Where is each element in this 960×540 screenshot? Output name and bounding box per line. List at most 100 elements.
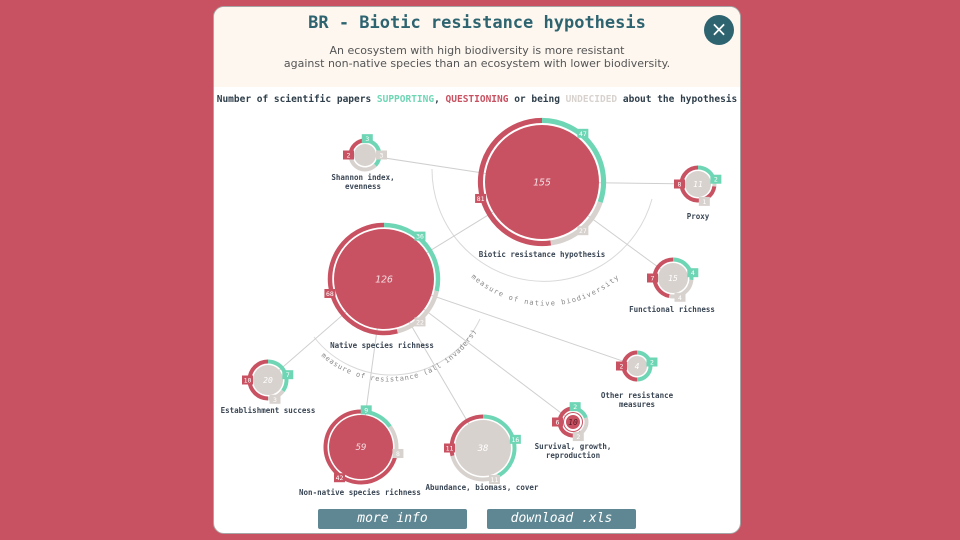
establishment-total: 20	[263, 376, 273, 385]
legend-prefix: Number of scientific papers	[216, 94, 377, 105]
close-button[interactable]: ×	[704, 15, 734, 45]
nonnative-supporting-badge	[360, 405, 372, 415]
proxy-questioning-value: 8	[678, 181, 682, 189]
native-ring-supporting	[383, 222, 441, 292]
native-questioning-value: 68	[326, 290, 334, 298]
other-label: measures	[619, 400, 655, 409]
functional-questioning-badge	[647, 273, 658, 283]
native-biodiversity-arc	[431, 168, 653, 282]
other-total: 4	[635, 362, 640, 371]
legend-supporting: SUPPORTING	[376, 94, 435, 105]
shannon-label: Shannon index,	[331, 173, 394, 182]
proxy-label: Proxy	[687, 212, 710, 221]
br-ring-questioning	[477, 117, 552, 247]
native-ring-undecided	[396, 290, 439, 334]
native-ring-questioning	[327, 222, 398, 336]
abundance-undecided-badge	[488, 474, 500, 484]
proxy-supporting-badge	[710, 174, 722, 184]
abundance-total: 38	[477, 444, 489, 454]
nonnative-undecided-value: 8	[396, 450, 400, 458]
node-functional[interactable]: 15 4 7 4 Functional richness	[629, 257, 715, 315]
nonnative-ring-questioning	[323, 409, 398, 485]
card-header: BR - Biotic resistance hypothesis An eco…	[214, 7, 740, 87]
native-biodiversity-arc-label: measure of native biodiversity	[470, 273, 622, 308]
functional-circle	[658, 263, 688, 293]
shannon-circle	[354, 144, 376, 166]
node-proxy[interactable]: 11 2 8 1 Proxy	[674, 165, 722, 222]
native-questioning-badge	[324, 288, 336, 298]
more-info-button[interactable]: more info	[318, 509, 467, 529]
node-establishment[interactable]: 20 7 10 3 Establishment success	[221, 359, 316, 416]
nonnative-label: Non-native species richness	[299, 488, 421, 497]
nonnative-total: 59	[356, 443, 367, 453]
native-supporting-badge	[414, 231, 426, 241]
functional-undecided-badge	[674, 292, 686, 302]
br-label: Biotic resistance hypothesis	[479, 250, 605, 259]
br-circle	[485, 125, 599, 239]
survival-total: 10	[568, 418, 578, 427]
hypothesis-card: BR - Biotic resistance hypothesis An eco…	[213, 6, 741, 534]
legend-undecided: UNDECIDED	[565, 94, 618, 105]
legend: Number of scientific papers SUPPORTING, …	[214, 94, 740, 105]
page-title: BR - Biotic resistance hypothesis	[308, 13, 646, 33]
shannon-label: evenness	[345, 182, 381, 191]
resistance-arc-label: measure of resistance (all invaders)	[320, 327, 479, 383]
survival-supporting-badge	[569, 402, 581, 412]
survival-label: reproduction	[546, 451, 600, 460]
download-xls-button[interactable]: download .xls	[487, 509, 636, 529]
establishment-supporting-badge	[282, 370, 294, 380]
br-questioning-value: 81	[477, 195, 485, 203]
resistance-arc	[313, 318, 481, 376]
nonnative-questioning-badge	[333, 473, 345, 483]
survival-inner-dot	[566, 415, 580, 429]
abundance-label: Abundance, biomass, cover	[426, 483, 539, 492]
native-undecided-badge	[414, 317, 426, 327]
native-label: Native species richness	[330, 341, 434, 350]
survival-label: Survival, growth,	[535, 442, 612, 451]
br-supporting-value: 47	[579, 130, 587, 138]
establishment-label: Establishment success	[221, 406, 316, 415]
proxy-undecided-value: 1	[702, 198, 706, 206]
shannon-undecided-badge	[376, 150, 387, 160]
br-undecided-badge	[577, 226, 589, 236]
nonnative-supporting-value: 9	[364, 406, 368, 414]
nonnative-questioning-value: 42	[336, 474, 344, 482]
nonnative-undecided-badge	[392, 449, 404, 459]
other-circle	[627, 356, 647, 376]
node-nonnative[interactable]: 59 9 42 8 Non-native species richness	[299, 405, 421, 497]
other-supporting-badge	[646, 357, 658, 367]
survival-undecided-value: 2	[576, 433, 580, 441]
proxy-supporting-value: 2	[714, 176, 718, 184]
establishment-circle	[253, 365, 283, 395]
shannon-supporting-value: 3	[365, 135, 369, 143]
other-supporting-value: 2	[650, 358, 654, 366]
node-native[interactable]: 126 36 68 22 Native species richness	[324, 222, 441, 350]
native-total: 126	[375, 275, 393, 286]
node-shannon[interactable]: 3 2 3 Shannon index,evenness	[331, 134, 395, 191]
shannon-questioning-value: 2	[347, 152, 351, 160]
legend-comma: ,	[434, 94, 446, 105]
abundance-questioning-badge	[444, 443, 455, 453]
establishment-questioning-value: 10	[244, 377, 252, 385]
node-br[interactable]: 155 47 81 27 Biotic resistance hypothesis	[475, 117, 607, 259]
survival-questioning-value: 6	[556, 419, 560, 427]
subtitle-line-2: against non-native species than an ecosy…	[283, 57, 671, 70]
legend-suffix: about the hypothesis	[617, 94, 738, 105]
nonnative-circle	[329, 415, 393, 479]
br-questioning-badge	[475, 193, 487, 203]
functional-questioning-value: 7	[651, 275, 655, 283]
proxy-total: 11	[693, 180, 703, 189]
proxy-circle	[685, 171, 711, 197]
abundance-circle	[455, 420, 511, 476]
hypothesis-network-diagram: measure of native biodiversity measure of…	[221, 117, 722, 497]
br-total: 155	[533, 178, 551, 189]
shannon-undecided-value: 3	[380, 152, 384, 160]
proxy-undecided-badge	[698, 196, 710, 206]
native-undecided-value: 22	[416, 318, 424, 326]
abundance-supporting-value: 16	[511, 436, 519, 444]
functional-supporting-badge	[687, 268, 699, 278]
